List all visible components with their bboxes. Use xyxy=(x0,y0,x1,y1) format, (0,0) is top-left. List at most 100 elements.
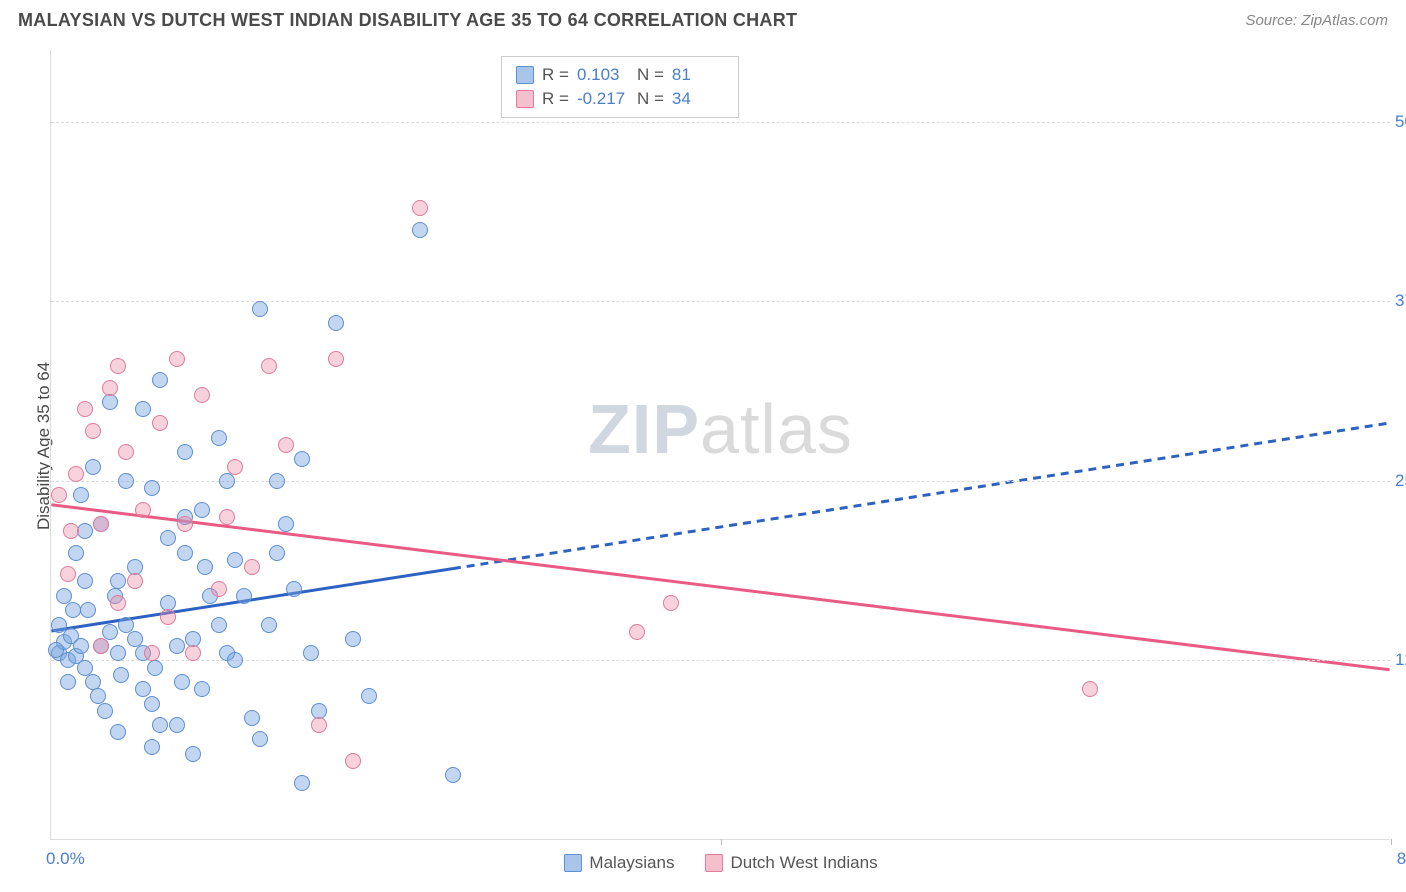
n-value-1: 81 xyxy=(672,65,724,85)
x-tick xyxy=(721,839,722,845)
data-point xyxy=(77,573,93,589)
data-point xyxy=(152,717,168,733)
bottom-legend: Malaysians Dutch West Indians xyxy=(563,853,877,873)
data-point xyxy=(135,502,151,518)
data-point xyxy=(1082,681,1098,697)
data-point xyxy=(445,767,461,783)
data-point xyxy=(152,415,168,431)
data-point xyxy=(118,444,134,460)
n-value-2: 34 xyxy=(672,89,724,109)
data-point xyxy=(227,459,243,475)
chart-title: MALAYSIAN VS DUTCH WEST INDIAN DISABILIT… xyxy=(18,10,797,31)
data-point xyxy=(412,200,428,216)
data-point xyxy=(80,602,96,618)
data-point xyxy=(48,642,64,658)
data-point xyxy=(152,372,168,388)
data-point xyxy=(73,487,89,503)
data-point xyxy=(110,358,126,374)
source-label: Source: ZipAtlas.com xyxy=(1245,12,1388,29)
data-point xyxy=(144,696,160,712)
data-point xyxy=(147,660,163,676)
data-point xyxy=(269,545,285,561)
data-point xyxy=(110,595,126,611)
y-tick-label: 25.0% xyxy=(1395,471,1406,491)
data-point xyxy=(361,688,377,704)
data-point xyxy=(73,638,89,654)
data-point xyxy=(211,581,227,597)
data-point xyxy=(185,645,201,661)
stats-row-1: R = 0.103 N = 81 xyxy=(516,63,724,87)
data-point xyxy=(269,473,285,489)
legend-item-1: Malaysians xyxy=(563,853,674,873)
data-point xyxy=(236,588,252,604)
data-point xyxy=(135,401,151,417)
x-axis-min-label: 0.0% xyxy=(46,849,85,869)
data-point xyxy=(177,444,193,460)
y-tick-label: 37.5% xyxy=(1395,291,1406,311)
data-point xyxy=(194,387,210,403)
x-axis-max-label: 80.0% xyxy=(1397,849,1406,869)
data-point xyxy=(252,731,268,747)
data-point xyxy=(194,681,210,697)
data-point xyxy=(118,473,134,489)
gridline xyxy=(51,301,1390,302)
data-point xyxy=(144,645,160,661)
data-point xyxy=(51,487,67,503)
legend-swatch-1 xyxy=(563,854,581,872)
data-point xyxy=(113,667,129,683)
data-point xyxy=(261,617,277,633)
data-point xyxy=(144,480,160,496)
watermark-zip: ZIP xyxy=(588,390,700,468)
legend-swatch-2 xyxy=(704,854,722,872)
data-point xyxy=(219,509,235,525)
data-point xyxy=(185,746,201,762)
data-point xyxy=(174,674,190,690)
data-point xyxy=(197,559,213,575)
data-point xyxy=(219,473,235,489)
data-point xyxy=(211,617,227,633)
data-point xyxy=(85,459,101,475)
data-point xyxy=(252,301,268,317)
gridline xyxy=(51,660,1390,661)
data-point xyxy=(110,645,126,661)
data-point xyxy=(286,581,302,597)
data-point xyxy=(93,638,109,654)
data-point xyxy=(629,624,645,640)
data-point xyxy=(51,617,67,633)
data-point xyxy=(144,739,160,755)
data-point xyxy=(93,516,109,532)
r-value-2: -0.217 xyxy=(577,89,629,109)
legend-label-2: Dutch West Indians xyxy=(730,853,877,873)
data-point xyxy=(77,401,93,417)
data-point xyxy=(68,545,84,561)
swatch-series2 xyxy=(516,90,534,108)
data-point xyxy=(85,423,101,439)
data-point xyxy=(177,516,193,532)
data-point xyxy=(663,595,679,611)
data-point xyxy=(127,573,143,589)
gridline xyxy=(51,122,1390,123)
data-point xyxy=(227,652,243,668)
data-point xyxy=(294,775,310,791)
data-point xyxy=(60,566,76,582)
data-point xyxy=(102,380,118,396)
data-point xyxy=(328,315,344,331)
y-tick-label: 50.0% xyxy=(1395,112,1406,132)
data-point xyxy=(135,681,151,697)
r-value-1: 0.103 xyxy=(577,65,629,85)
data-point xyxy=(169,351,185,367)
data-point xyxy=(211,430,227,446)
watermark: ZIPatlas xyxy=(588,389,853,469)
gridline xyxy=(51,481,1390,482)
data-point xyxy=(261,358,277,374)
data-point xyxy=(63,523,79,539)
data-point xyxy=(97,703,113,719)
data-point xyxy=(294,451,310,467)
swatch-series1 xyxy=(516,66,534,84)
watermark-atlas: atlas xyxy=(700,390,853,468)
data-point xyxy=(227,552,243,568)
data-point xyxy=(345,631,361,647)
data-point xyxy=(65,602,81,618)
stats-legend-box: R = 0.103 N = 81 R = -0.217 N = 34 xyxy=(501,56,739,118)
data-point xyxy=(278,516,294,532)
